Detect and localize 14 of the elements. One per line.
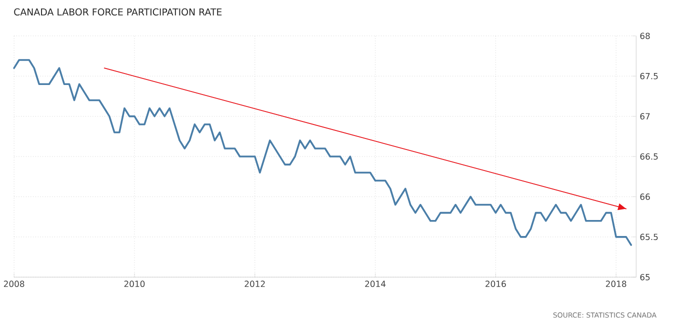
x-tick-label: 2012 xyxy=(244,280,265,288)
y-tick-label: 67 xyxy=(640,113,650,120)
y-tick-label: 67.5 xyxy=(640,72,658,80)
y-tick-label: 66.5 xyxy=(640,153,658,160)
x-tick-label: 2014 xyxy=(365,280,386,288)
x-tick-label: 2010 xyxy=(124,280,145,288)
x-tick-label: 2016 xyxy=(486,280,506,288)
x-tick-label: 2018 xyxy=(606,280,626,288)
y-tick-label: 65.5 xyxy=(640,234,658,240)
y-tick-label: 68 xyxy=(640,32,650,40)
chart-title: CANADA LABOR FORCE PARTICIPATION RATE xyxy=(14,8,222,16)
y-tick-label: 66 xyxy=(640,194,650,200)
x-tick-label: 2008 xyxy=(4,280,24,288)
y-tick-label: 65 xyxy=(640,274,650,280)
